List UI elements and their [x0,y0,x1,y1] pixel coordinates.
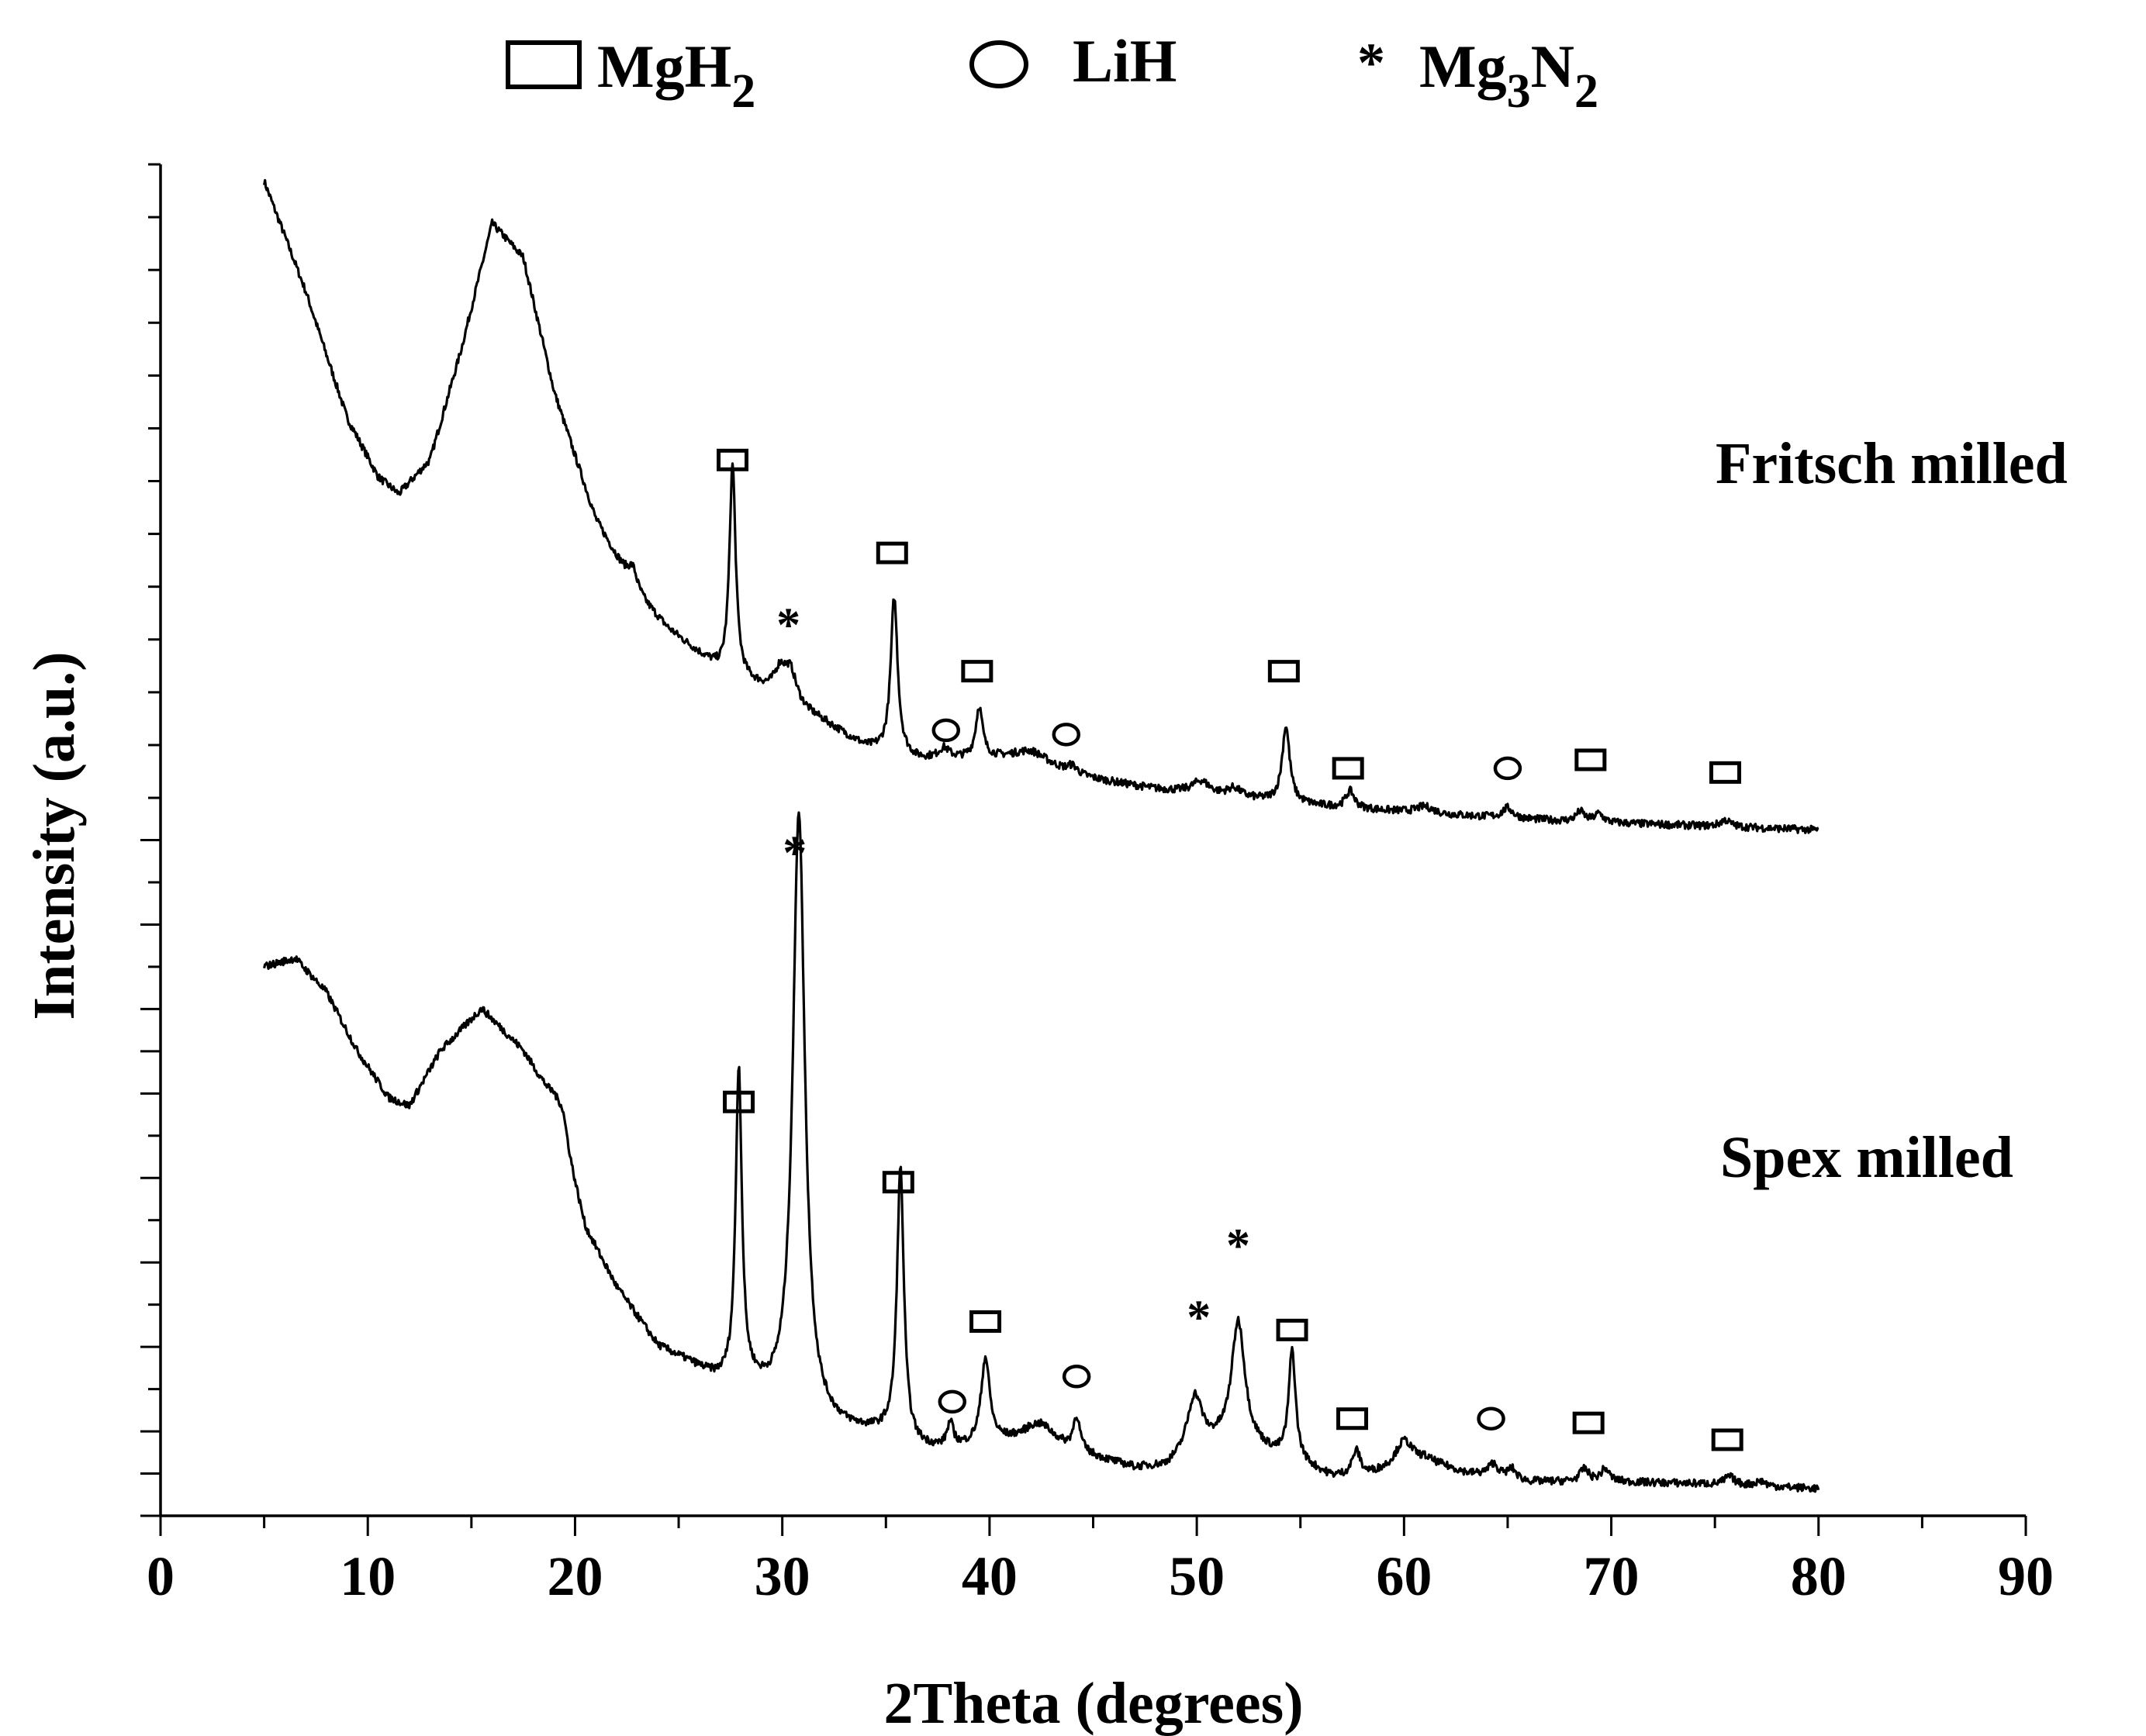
legend-label-mg3n2: Mg3N2 [1419,33,1598,118]
mg3n2-peak-marker: * [1226,1220,1250,1272]
mgh2-peak-marker [1711,1428,1743,1451]
x-tick-label: 10 [340,1545,396,1607]
series-line-fritsch-milled [263,178,1819,834]
mgh2-peak-marker [1267,660,1300,683]
legend-item-mg3n2: * Mg3N2 [1357,32,1598,118]
x-tick-label: 20 [547,1545,603,1607]
x-tick-label: 30 [755,1545,810,1607]
mgh2-peak-marker [876,541,908,564]
peak-markers: * * * * [717,448,1743,1451]
mg3n2-peak-marker: * [776,599,800,651]
legend-label-mgh2: MgH2 [597,33,755,118]
legend-label-lih: LiH [1073,27,1177,95]
legend-square-marker [506,40,582,89]
legend-circle-marker [969,40,1028,88]
axes [159,164,2026,1517]
mgh2-peak-marker [969,1310,1002,1333]
legend-item-lih: LiH [969,27,1177,95]
x-tick-label: 90 [1998,1545,2054,1607]
mgh2-peak-marker [1709,761,1742,784]
x-tick-label: 60 [1376,1545,1432,1607]
x-tick-labels: 0 10 20 30 40 50 60 70 80 90 [147,1545,2054,1607]
lih-peak-marker [1052,723,1081,747]
mgh2-peak-marker [1572,1411,1605,1434]
series-label-spex-milled: Spex milled [1720,1125,2013,1190]
mg3n2-peak-marker: * [1187,1292,1211,1344]
lih-peak-marker [1062,1365,1091,1389]
x-tick-label: 70 [1584,1545,1640,1607]
x-tick-label: 0 [147,1545,175,1607]
legend-asterisk-marker: * [1357,32,1385,94]
series-line-spex-milled [263,811,1820,1493]
x-axis-title: 2Theta (degrees) [883,1671,1303,1736]
lih-peak-marker [1493,756,1522,781]
mgh2-peak-marker [723,1090,755,1113]
mgh2-peak-marker [882,1171,914,1194]
lih-peak-marker [938,1389,967,1414]
legend-item-mgh2: MgH2 [506,33,755,118]
mg3n2-peak-marker: * [783,827,807,879]
legend: MgH2 LiH * Mg3N2 [506,27,1598,118]
mgh2-peak-marker [1574,748,1607,771]
mgh2-peak-marker [961,660,994,683]
x-tick-label: 80 [1791,1545,1847,1607]
y-axis-title: Intensity (a.u.) [22,651,87,1020]
mgh2-peak-marker [1332,757,1364,780]
y-ticks [140,163,161,1517]
lih-peak-marker [1477,1406,1505,1431]
mgh2-peak-marker [1276,1318,1308,1341]
x-tick-label: 40 [962,1545,1018,1607]
lih-peak-marker [931,718,961,743]
mgh2-peak-marker [717,448,749,471]
mgh2-peak-marker [1336,1407,1369,1431]
series-label-fritsch-milled: Fritsch milled [1716,431,2068,496]
x-ticks [159,1516,2027,1536]
x-tick-label: 50 [1169,1545,1225,1607]
